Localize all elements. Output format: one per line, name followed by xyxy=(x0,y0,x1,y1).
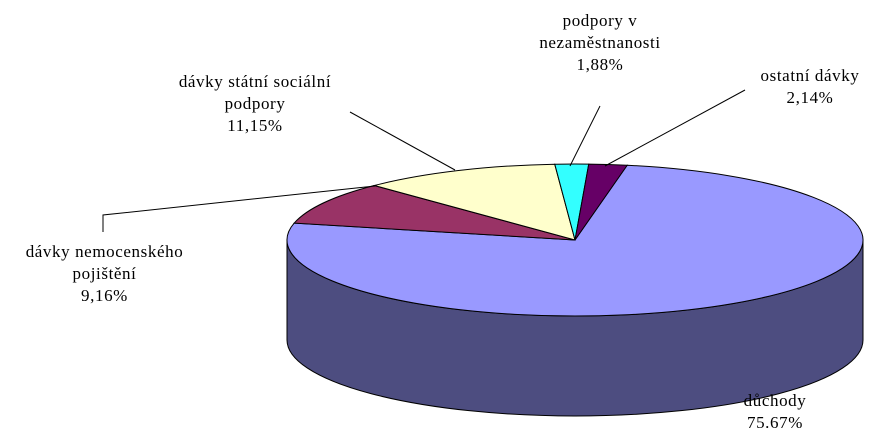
slice-label: důchody 75.67% xyxy=(700,390,850,434)
category-name: důchody xyxy=(743,391,807,410)
value-label: 9,16% xyxy=(81,286,128,305)
leader-line xyxy=(604,89,746,167)
leader-line xyxy=(102,185,376,232)
pie-slice xyxy=(286,164,864,317)
leader-line xyxy=(349,111,456,171)
slice-label: ostatní dávky 2,14% xyxy=(735,65,885,109)
value-label: 2,14% xyxy=(786,88,834,107)
slice-label: dávky nemocenského pojištění 9,16% xyxy=(2,241,207,307)
category-name: ostatní dávky xyxy=(760,66,860,85)
value-label: 11,15% xyxy=(227,116,283,135)
category-name: podpory v nezaměstnanosti xyxy=(539,11,661,52)
pie-slice xyxy=(372,163,576,241)
slice-label: podpory v nezaměstnanosti 1,88% xyxy=(505,10,695,76)
leader-line xyxy=(569,105,601,167)
category-name: dávky nemocenského pojištění xyxy=(25,242,184,283)
category-name: dávky státní sociální podpory xyxy=(178,72,332,113)
value-label: 75.67% xyxy=(746,413,803,432)
slice-label: dávky státní sociální podpory 11,15% xyxy=(150,71,360,137)
value-label: 1,88% xyxy=(576,55,624,74)
